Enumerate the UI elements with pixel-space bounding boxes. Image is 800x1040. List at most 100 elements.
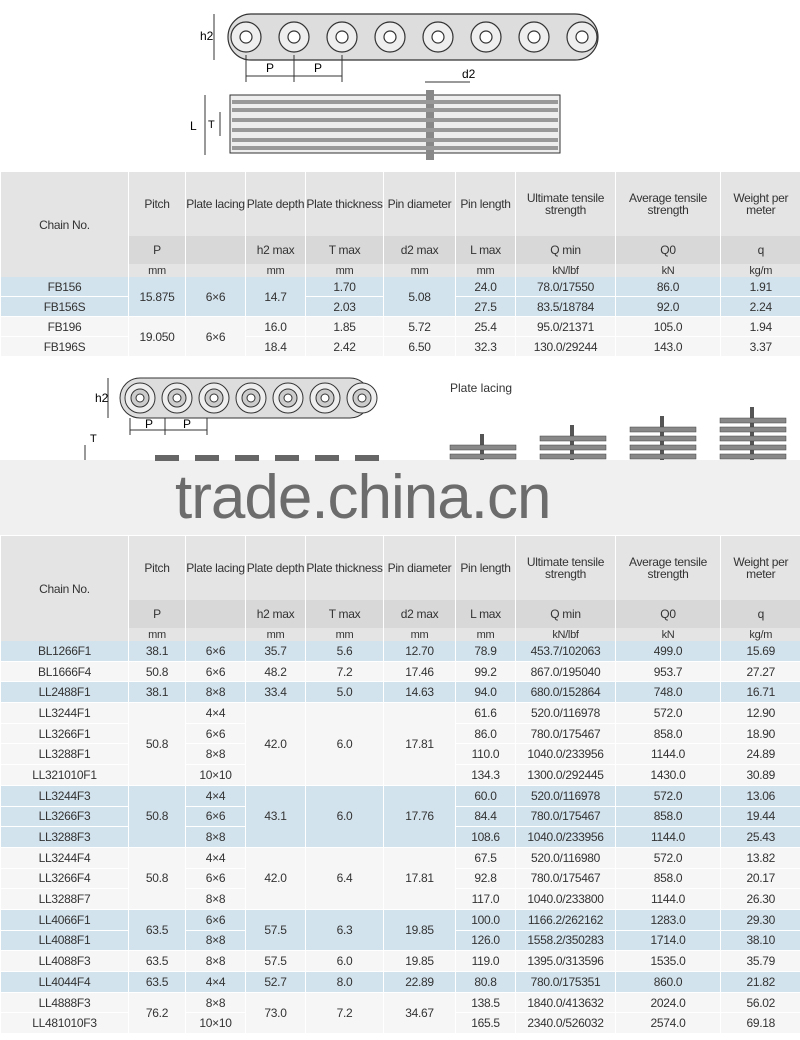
chain-diagram-1: h2 P P d2 L T bbox=[190, 13, 599, 160]
column-header: Pin diameter bbox=[383, 172, 456, 236]
spec-cell: 1.94 bbox=[720, 316, 800, 337]
spec-cell: 6×6 bbox=[185, 316, 246, 357]
column-symbol bbox=[185, 236, 246, 264]
table-row: LL4044F4 63.5 4×4 52.7 8.0 22.89 80.8 780.0/175… bbox=[0, 971, 800, 993]
column-unit: mm bbox=[455, 264, 516, 277]
spec-cell: 73.0 bbox=[245, 992, 306, 1035]
plate-edge bbox=[315, 455, 339, 461]
column-symbol: L max bbox=[455, 236, 516, 264]
spec-cell: 7.2 bbox=[305, 661, 384, 683]
spec-cell: 86.0 bbox=[615, 277, 721, 297]
spec-cell: 8×8 bbox=[185, 930, 246, 952]
chain-no-cell: LL4088F3 bbox=[0, 950, 129, 972]
spec-cell: 24.0 bbox=[455, 277, 516, 297]
label-p2: P bbox=[183, 417, 191, 431]
spec-cell: 43.1 bbox=[245, 785, 306, 848]
spec-cell: 17.81 bbox=[383, 847, 456, 910]
link-plate bbox=[232, 128, 558, 132]
spec-cell: 57.5 bbox=[245, 950, 306, 972]
column-header: Average tensile strength bbox=[615, 536, 721, 600]
table-row: LL3244F4 50.8 4×4 42.0 6.4 17.81 67.5 520.0/116… bbox=[0, 847, 800, 910]
column-unit: mm bbox=[305, 628, 384, 641]
column-unit: mm bbox=[128, 264, 186, 277]
table-row: LL4088F3 63.5 8×8 57.5 6.0 19.85 119.0 1395.0/3… bbox=[0, 950, 800, 972]
spec-cell: 572.0 bbox=[615, 702, 721, 724]
spec-cell: 165.5 bbox=[455, 1012, 516, 1035]
spec-cell: 7.2 bbox=[305, 992, 384, 1035]
column-symbol: h2 max bbox=[245, 236, 306, 264]
chain-no-cell: LL3244F3 bbox=[0, 785, 129, 807]
column-symbol: d2 max bbox=[383, 600, 456, 628]
spec-cell: 4×4 bbox=[185, 847, 246, 869]
table-row: FB156S 2.03 27.5 83.5/18784 92.0 2.24 bbox=[0, 296, 800, 317]
spec-cell: 108.6 bbox=[455, 826, 516, 848]
spec-cell: 32.3 bbox=[455, 336, 516, 357]
spec-cell: 138.5 bbox=[455, 992, 516, 1014]
spec-cell: 1535.0 bbox=[615, 950, 721, 972]
label-p1: P bbox=[145, 417, 153, 431]
spec-cell: 18.4 bbox=[245, 336, 306, 357]
column-unit: mm bbox=[383, 264, 456, 277]
spec-cell: 95.0/21371 bbox=[515, 316, 616, 337]
chain-no-cell: FB156 bbox=[0, 277, 129, 297]
column-header: Weight per meter bbox=[720, 536, 800, 600]
link-plate bbox=[232, 118, 558, 122]
table-row: FB196S 18.4 2.42 6.50 32.3 130.0/29244 143.0 3.… bbox=[0, 336, 800, 357]
spec-cell: 780.0/175467 bbox=[515, 806, 616, 828]
column-header: Ultimate tensile strength bbox=[515, 172, 616, 236]
spec-cell: 2340.0/526032 bbox=[515, 1012, 616, 1035]
spec-cell: 8×8 bbox=[185, 681, 246, 704]
spec-cell: 15.69 bbox=[720, 641, 800, 662]
plate-lacing-illustration bbox=[629, 416, 697, 460]
chain-roller bbox=[326, 21, 358, 53]
spec-cell: 3.37 bbox=[720, 336, 800, 357]
spec-cell: 680.0/152864 bbox=[515, 681, 616, 704]
column-unit: kN bbox=[615, 264, 721, 277]
table-row: LL3266F3 6×6 84.4 780.0/175467 858.0 19.44 bbox=[0, 806, 800, 828]
column-unit bbox=[185, 264, 246, 277]
table-row: LL3288F3 8×8 108.6 1040.0/233956 1144.0 25.43 bbox=[0, 826, 800, 848]
spec-cell: 52.7 bbox=[245, 971, 306, 993]
spec-cell: 38.10 bbox=[720, 930, 800, 952]
spec-cell: 26.30 bbox=[720, 888, 800, 910]
column-unit: mm bbox=[455, 628, 516, 641]
plate-edge bbox=[275, 455, 299, 461]
spec-cell: 858.0 bbox=[615, 868, 721, 890]
column-header: Plate depth bbox=[245, 536, 306, 600]
column-symbol: h2 max bbox=[245, 600, 306, 628]
plate-edge bbox=[355, 455, 379, 461]
plate-edge bbox=[235, 455, 259, 461]
spec-cell: 78.9 bbox=[455, 641, 516, 662]
column-header: Pin length bbox=[455, 172, 516, 236]
spec-cell: 56.02 bbox=[720, 992, 800, 1014]
spec-cell: 126.0 bbox=[455, 930, 516, 952]
chain-diagram-2: h2 P P T Plate lacing bbox=[0, 377, 800, 535]
column-header: Plate thickness bbox=[305, 536, 384, 600]
table-row: LL3244F1 50.8 4×4 42.0 6.0 17.81 61.6 520.0/116… bbox=[0, 702, 800, 786]
column-symbol: Q min bbox=[515, 236, 616, 264]
spec-cell: 1.70 bbox=[305, 277, 384, 297]
label-d2: d2 bbox=[462, 67, 476, 81]
table-row: LL3266F1 6×6 86.0 780.0/175467 858.0 18.90 bbox=[0, 723, 800, 745]
header-chain-no: Chain No. bbox=[0, 172, 129, 277]
spec-cell: 6.0 bbox=[305, 702, 384, 786]
plate-lacing-illustration bbox=[449, 434, 517, 460]
spec-cell: 1840.0/413632 bbox=[515, 992, 616, 1014]
spec-cell: 8×8 bbox=[185, 743, 246, 766]
chain-roller bbox=[566, 21, 598, 53]
spec-cell: 6.4 bbox=[305, 847, 384, 910]
spec-cell: 84.4 bbox=[455, 806, 516, 828]
spec-cell: 80.8 bbox=[455, 971, 516, 993]
spec-cell: 19.85 bbox=[383, 950, 456, 972]
spec-cell: 1558.2/350283 bbox=[515, 930, 616, 952]
spec-cell: 2.03 bbox=[305, 296, 384, 317]
table-row: BL1666F4 50.8 6×6 48.2 7.2 17.46 99.2 867.0/195… bbox=[0, 661, 800, 683]
spec-cell: 1040.0/233956 bbox=[515, 743, 616, 766]
column-symbol bbox=[185, 600, 246, 628]
table-row: LL321010F1 10×10 134.3 1300.0/292445 1430.0 3… bbox=[0, 764, 800, 786]
table-row: FB196 19.050 6×6 16.0 1.85 5.72 25.4 95.0/21371… bbox=[0, 316, 800, 357]
chain-roller bbox=[278, 21, 310, 53]
chain-no-cell: LL3266F3 bbox=[0, 806, 129, 828]
spec-cell: 24.89 bbox=[720, 743, 800, 766]
spec-cell: 15.875 bbox=[128, 277, 186, 317]
